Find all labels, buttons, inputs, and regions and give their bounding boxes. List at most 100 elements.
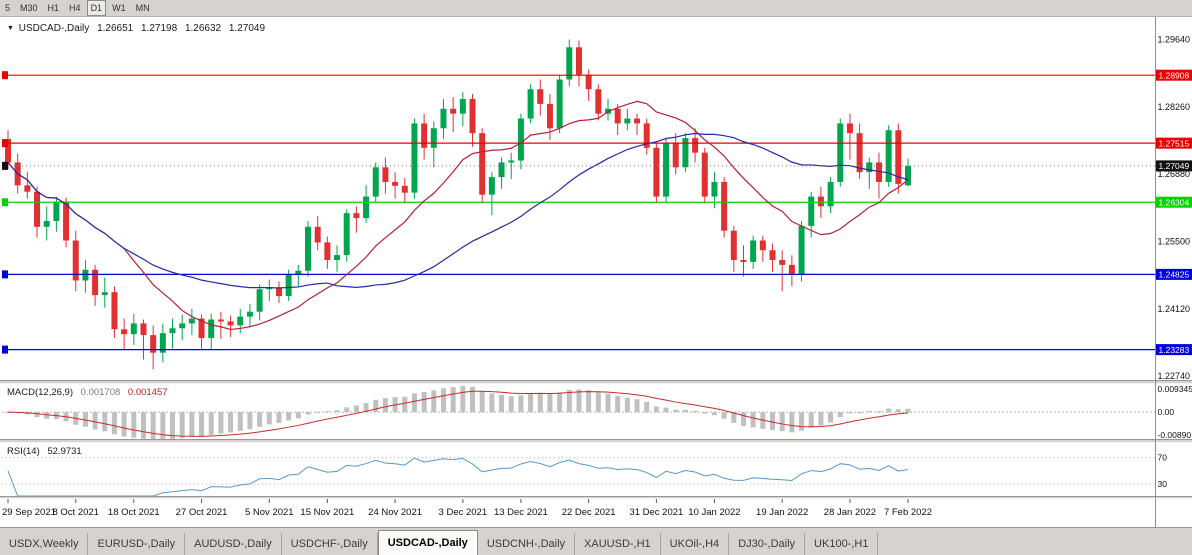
candle-body — [692, 138, 699, 153]
candle-body — [575, 47, 582, 75]
candle-body — [140, 323, 147, 336]
svg-text:24 Nov 2021: 24 Nov 2021 — [368, 507, 422, 518]
chart-tab-dj30[interactable]: DJ30-,Daily — [729, 533, 806, 555]
candle-body — [5, 139, 11, 163]
candle-body — [208, 319, 215, 339]
chart-tab-uk100[interactable]: UK100-,H1 — [805, 533, 879, 555]
candle-body — [517, 118, 524, 161]
candle-body — [227, 321, 234, 326]
candle-body — [682, 138, 689, 168]
svg-text:1.24825: 1.24825 — [1159, 270, 1190, 280]
candle-body — [111, 292, 118, 330]
candle-body — [769, 250, 776, 260]
svg-text:5 Nov 2021: 5 Nov 2021 — [245, 507, 294, 518]
candle-body — [169, 328, 176, 334]
candle-body — [546, 103, 553, 129]
candle-body — [24, 185, 31, 192]
candle-body — [817, 196, 824, 207]
svg-text:22 Dec 2021: 22 Dec 2021 — [562, 507, 616, 518]
candle-body — [295, 270, 302, 275]
chart-tab-usdx[interactable]: USDX,Weekly — [0, 533, 89, 555]
rsi-panel — [2, 457, 1155, 497]
candle-body — [895, 130, 902, 184]
svg-text:0.00: 0.00 — [1158, 407, 1175, 417]
candle-body — [179, 323, 186, 329]
svg-text:18 Oct 2021: 18 Oct 2021 — [108, 507, 160, 518]
period-button-h4[interactable]: H4 — [69, 3, 81, 13]
candle-body — [566, 47, 573, 80]
svg-text:1.24120: 1.24120 — [1158, 304, 1191, 314]
svg-text:1.26304: 1.26304 — [1159, 197, 1190, 207]
candle-body — [788, 264, 795, 275]
period-button-m30[interactable]: M30 — [20, 3, 38, 13]
candle-body — [537, 89, 544, 104]
price-axis: 1.29640 1.28260 1.26880 1.25500 1.24120 1.227… — [1155, 17, 1192, 527]
candle-body — [779, 259, 786, 265]
candle-body — [421, 123, 428, 148]
candle-body — [353, 213, 360, 219]
candle-body — [314, 226, 321, 243]
candle-body — [53, 201, 60, 221]
candle-body — [305, 226, 311, 271]
panel-separators — [0, 380, 1192, 499]
chart-tab-usdcad[interactable]: USDCAD-,Daily — [377, 530, 478, 555]
svg-text:31 Dec 2021: 31 Dec 2021 — [629, 507, 683, 518]
candle-body — [759, 240, 766, 251]
candle-body — [875, 162, 882, 182]
svg-text:27 Oct 2021: 27 Oct 2021 — [176, 507, 228, 518]
chart-tab-xauusd[interactable]: XAUUSD-,H1 — [575, 533, 661, 555]
period-button-h1[interactable]: H1 — [47, 3, 60, 13]
candle-body — [101, 292, 108, 296]
svg-text:1.27515: 1.27515 — [1159, 138, 1190, 148]
svg-text:1.26880: 1.26880 — [1158, 169, 1191, 179]
chart-tabs-bar: USDX,Weekly EURUSD-,Daily AUDUSD-,Daily USD… — [0, 527, 1192, 555]
candle-body — [508, 160, 515, 163]
candle-body — [430, 128, 437, 148]
candle-body — [324, 242, 331, 260]
chart-tab-audusd[interactable]: AUDUSD-,Daily — [185, 533, 282, 555]
candle-body — [730, 230, 737, 260]
chart-tab-usdcnh[interactable]: USDCNH-,Daily — [477, 533, 576, 555]
candle-body — [92, 269, 99, 296]
candle-body — [663, 142, 670, 197]
period-button-mn[interactable]: MN — [135, 3, 150, 13]
candle-body — [285, 274, 292, 297]
candle-body — [585, 74, 592, 90]
candle-body — [672, 142, 679, 168]
candle-body — [488, 177, 495, 195]
chart-tab-ukoil[interactable]: UKOil-,H4 — [660, 533, 730, 555]
candle-body — [63, 201, 70, 241]
candle-body — [905, 165, 911, 186]
candle-body — [401, 185, 408, 193]
candle-body — [198, 318, 205, 339]
period-button-5[interactable]: 5 — [5, 3, 11, 13]
candle-body — [846, 123, 853, 134]
candle-body — [372, 167, 379, 197]
period-button-w1[interactable]: W1 — [112, 3, 126, 13]
candle-body — [498, 162, 505, 178]
price-chart-canvas[interactable]: 1.29640 1.28260 1.26880 1.25500 1.24120 1.227… — [0, 17, 1192, 527]
candle-body — [527, 89, 534, 119]
candle-body — [450, 108, 457, 114]
svg-text:10 Jan 2022: 10 Jan 2022 — [688, 507, 740, 518]
candle-body — [363, 196, 370, 219]
svg-text:70: 70 — [1158, 453, 1168, 463]
candle-body — [595, 89, 602, 114]
chart-tab-eurusd[interactable]: EURUSD-,Daily — [88, 533, 186, 555]
candle-body — [440, 108, 447, 129]
candle-body — [150, 335, 157, 353]
candle-body — [121, 329, 128, 335]
candle-body — [750, 240, 757, 262]
svg-text:3 Dec 2021: 3 Dec 2021 — [439, 507, 488, 518]
chart-tab-usdchf[interactable]: USDCHF-,Daily — [281, 533, 378, 555]
period-button-d1[interactable]: D1 — [86, 0, 107, 16]
candle-body — [866, 162, 873, 173]
chart-window[interactable]: 1.29640 1.28260 1.26880 1.25500 1.24120 1.227… — [0, 17, 1192, 527]
candle-body — [246, 311, 253, 317]
collapse-indicator-icon[interactable]: ▼ — [7, 25, 14, 32]
svg-text:15 Nov 2021: 15 Nov 2021 — [300, 507, 354, 518]
svg-text:1.22740: 1.22740 — [1158, 371, 1191, 381]
svg-text:30: 30 — [1158, 479, 1168, 489]
svg-text:1.27049: 1.27049 — [1159, 161, 1190, 171]
candle-body — [72, 240, 79, 281]
